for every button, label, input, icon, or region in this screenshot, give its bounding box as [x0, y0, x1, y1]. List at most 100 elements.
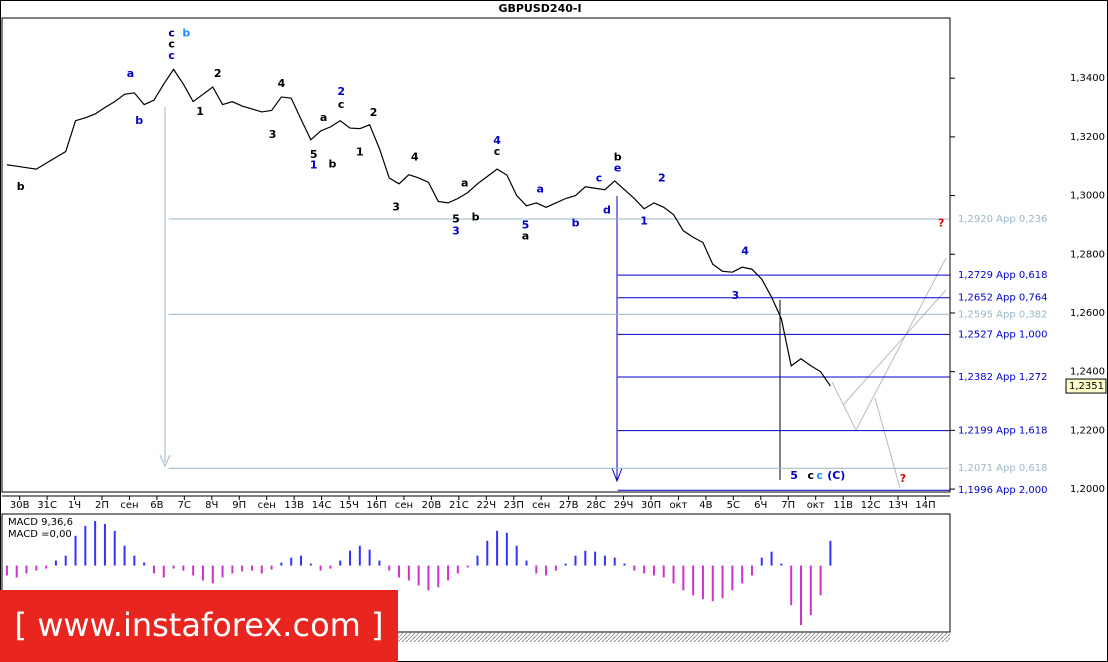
wave-label: b	[472, 211, 480, 224]
x-tick-label: 28С	[586, 500, 606, 511]
wave-label: c	[808, 469, 815, 482]
wave-label: ?	[900, 472, 906, 485]
watermark: [ www.instaforex.com ]	[15, 606, 384, 644]
wave-label: c	[168, 37, 175, 50]
guide-arrow	[159, 454, 171, 468]
wave-label: 2	[214, 67, 222, 80]
wave-label: b	[17, 180, 25, 193]
macd-title: MACD 9,36,6	[8, 517, 73, 528]
fib-label: 1,2652 Арр 0,764	[958, 293, 1048, 304]
wave-label: 2	[658, 172, 666, 185]
wave-label: 5	[790, 469, 798, 482]
channel	[831, 257, 947, 432]
x-tick-label: 12С	[861, 500, 881, 511]
wave-label: 3	[269, 128, 277, 141]
x-tick-label: 15Ч	[339, 500, 359, 511]
wave-label: b	[182, 26, 190, 39]
wave-label: 3	[392, 201, 400, 214]
wave-label: 5	[522, 219, 530, 232]
y-tick-label: 1,2000	[1070, 484, 1105, 495]
y-tick-label: 1,3200	[1070, 132, 1105, 143]
wave-label: 4	[741, 244, 749, 257]
current-price-label: 1,2351	[1069, 381, 1104, 392]
wave-label: 5	[452, 212, 460, 225]
x-tick-label: 30П	[641, 500, 661, 511]
wave-label: c	[596, 172, 603, 185]
x-tick-label: сен	[258, 500, 276, 511]
x-tick-label: окт	[807, 500, 825, 511]
wave-label: 2	[370, 106, 378, 119]
wave-label: 2	[337, 85, 345, 98]
chart-title: GBPUSD240-I	[498, 2, 581, 15]
x-tick-label: 30В	[10, 500, 30, 511]
fib-label: 1,2382 Арр 1,272	[958, 372, 1048, 383]
wave-label: 1	[196, 105, 204, 118]
fib-label: 1,2920 Арр 0,236	[958, 214, 1048, 225]
x-tick-label: 16П	[366, 500, 386, 511]
wave-label: c	[494, 145, 501, 158]
plot-area	[1, 17, 951, 493]
watermark-box	[0, 590, 398, 662]
x-tick-label: 1Ч	[68, 500, 81, 511]
x-tick-label: 20В	[422, 500, 442, 511]
fib-label: 1,2199 Арр 1,618	[958, 426, 1048, 437]
y-tick-label: 1,2200	[1070, 425, 1105, 436]
x-tick-label: 8Ч	[205, 500, 218, 511]
x-tick-label: сен	[120, 500, 138, 511]
wave-label: 4	[493, 134, 501, 147]
wave-label: b	[328, 158, 336, 171]
wave-label: b	[135, 114, 143, 127]
channel	[874, 397, 901, 489]
macd-value: MACD =0,00	[8, 529, 72, 540]
guide-arrow	[611, 467, 623, 483]
x-tick-label: 6Ч	[754, 500, 767, 511]
x-tick-label: 23П	[504, 500, 524, 511]
wave-label: ?	[938, 216, 944, 229]
y-tick-label: 1,2600	[1070, 308, 1105, 319]
wave-label: 5	[310, 148, 318, 161]
y-tick-label: 1,3000	[1070, 191, 1105, 202]
x-tick-label: окт	[669, 500, 687, 511]
x-tick-label: 6В	[150, 500, 163, 511]
hatch	[398, 632, 950, 642]
wave-label: 1	[310, 159, 318, 172]
wave-label: 3	[452, 224, 460, 237]
wave-label: 1	[356, 146, 364, 159]
x-tick-label: сен	[532, 500, 550, 511]
x-tick-label: 31С	[37, 500, 57, 511]
wave-label: 4	[278, 77, 286, 90]
x-tick-label: 29Ч	[614, 500, 634, 511]
wave-label: c	[338, 98, 345, 111]
x-tick-label: 14С	[312, 500, 332, 511]
x-tick-label: 27В	[559, 500, 579, 511]
x-tick-label: 13Ч	[888, 500, 908, 511]
wave-label: a	[320, 111, 327, 124]
fib-label: 1,2071 Арр 0,618	[958, 463, 1048, 474]
current-price-box	[1065, 378, 1107, 394]
wave-label: a	[127, 67, 134, 80]
x-tick-label: сен	[395, 500, 413, 511]
x-tick-label: 13В	[284, 500, 304, 511]
wave-label: e	[614, 162, 621, 175]
price-line	[6, 68, 831, 387]
wave-label: 1	[640, 214, 648, 227]
wave-label: a	[522, 229, 529, 242]
y-tick-label: 1,3400	[1070, 73, 1105, 84]
wave-label: c	[168, 49, 175, 62]
y-tick-label: 1,2800	[1070, 249, 1105, 260]
wave-label: (C)	[827, 469, 845, 482]
x-tick-label: 7С	[178, 500, 191, 511]
wave-label: c	[816, 469, 823, 482]
wave-label: 3	[731, 289, 739, 302]
y-tick-label: 1,2400	[1070, 367, 1105, 378]
fib-label: 1,2527 Арр 1,000	[958, 329, 1048, 340]
wave-label: a	[461, 177, 468, 190]
fib-label: 1,2595 Арр 0,382	[958, 309, 1048, 320]
wave-label: 4	[411, 151, 419, 164]
x-tick-label: 9П	[232, 500, 246, 511]
x-tick-label: 5С	[727, 500, 740, 511]
wave-label: b	[572, 216, 580, 229]
x-tick-label: 2П	[95, 500, 109, 511]
